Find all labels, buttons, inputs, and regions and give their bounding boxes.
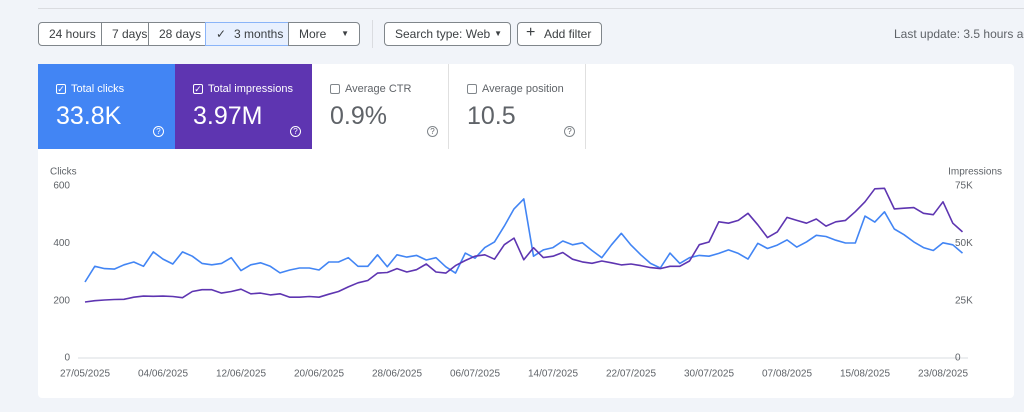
range-button[interactable]: 24 hours [38,22,102,46]
top-rule [38,8,1024,9]
range-label: 24 hours [49,27,96,41]
metric-card[interactable]: Average CTR 0.9%? [312,64,449,149]
x-tick-label: 28/06/2025 [372,369,422,380]
metric-label: Total clicks [71,83,125,95]
help-icon: ? [564,126,575,137]
range-label: More [299,27,327,41]
checkbox: ✓ [193,84,203,94]
y2-axis-title: Impressions [948,167,1002,178]
help-icon: ? [153,126,164,137]
x-tick-label: 15/08/2025 [840,369,890,380]
x-tick-label: 23/08/2025 [918,369,968,380]
dropdown-icon: ▼ [341,29,349,38]
x-tick-label: 20/06/2025 [294,369,344,380]
y-tick-label: 0 [64,353,70,364]
x-tick-label: 27/05/2025 [60,369,110,380]
metric-value: 10.5 [467,102,516,130]
add-filter[interactable]: + Add filter [517,22,602,46]
y-tick-label: 200 [53,295,70,306]
divider [372,20,373,48]
x-tick-label: 12/06/2025 [216,369,266,380]
search-type[interactable]: Search type: Web ▼ [384,22,511,46]
x-tick-label: 04/06/2025 [138,369,188,380]
metric-label: Total impressions [208,83,293,95]
x-tick-label: 14/07/2025 [528,369,578,380]
search-type-label: Search type: Web [395,27,491,41]
series-line [84,198,964,283]
metric-card[interactable]: ✓ Total impressions 3.97M? [175,64,312,149]
x-tick-label: 06/07/2025 [450,369,500,380]
y-tick-label: 400 [53,238,70,249]
checkbox: ✓ [56,84,66,94]
metric-card[interactable]: ✓ Total clicks 33.8K? [38,64,175,149]
y-tick-label: 600 [53,181,70,192]
metric-value: 3.97M [193,102,263,130]
x-tick-label: 07/08/2025 [762,369,812,380]
add-filter-label: Add filter [544,27,592,41]
y2-tick-label: 25K [955,295,973,306]
help-icon: ? [290,126,301,137]
help-icon: ? [427,126,438,137]
y-axis-title: Clicks [50,167,77,178]
range-button[interactable]: 7 days [101,22,149,46]
metric-value: 33.8K [56,102,122,130]
range-label: 7 days [112,27,148,41]
check-icon: ✓ [216,27,227,41]
range-label: 3 months [234,27,284,41]
y2-tick-label: 50K [955,238,973,249]
y2-tick-label: 0 [955,353,961,364]
last-update: Last update: 3.5 hours ag [894,27,1024,41]
metric-value: 0.9% [330,102,387,130]
checkbox [467,84,477,94]
metric-label: Average CTR [345,83,412,95]
range-label: 28 days [159,27,202,41]
series-line [84,187,964,303]
range-button[interactable]: 28 days [148,22,206,46]
y2-tick-label: 75K [955,181,973,192]
range-button[interactable]: More ▼ [288,22,360,46]
x-tick-label: 22/07/2025 [606,369,656,380]
x-tick-label: 30/07/2025 [684,369,734,380]
metric-card[interactable]: Average position 10.5? [449,64,586,149]
metric-label: Average position [482,83,564,95]
checkbox [330,84,340,94]
